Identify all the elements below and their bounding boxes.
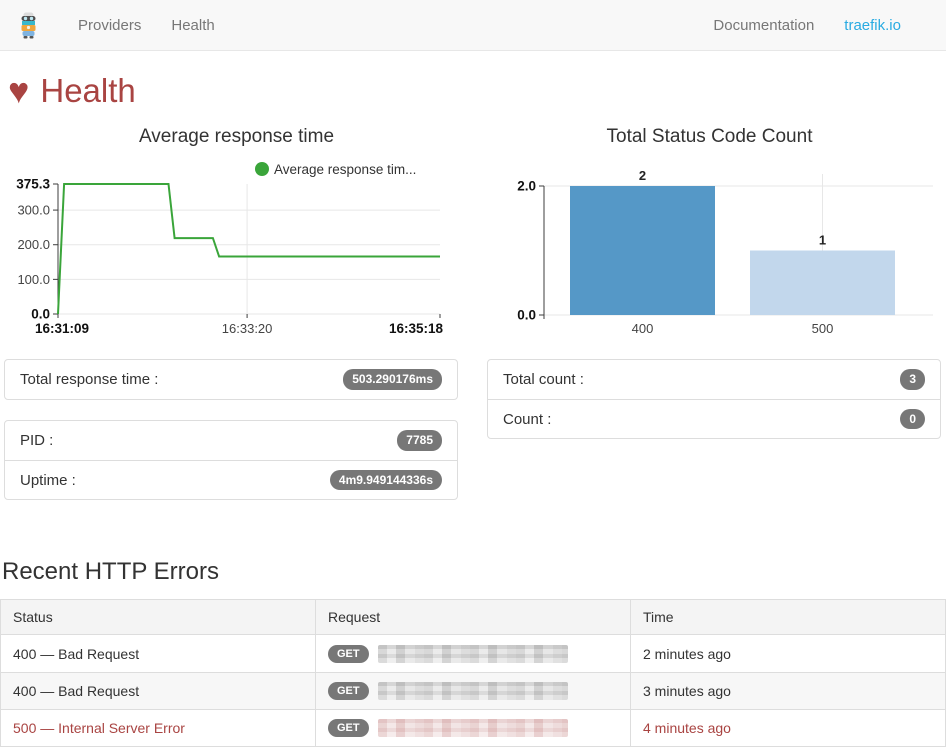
request-cell: GET — [315, 671, 631, 710]
column-header-time: Time — [630, 599, 946, 636]
status-code-chart-panel: Total Status Code Count 2.0 0.0 2 400 1 500 — [473, 116, 946, 348]
total-response-time-row: Total response time : 503.290176ms — [5, 360, 457, 399]
legend-dot-icon — [255, 162, 269, 176]
svg-text:300.0: 300.0 — [17, 203, 50, 218]
status-code-chart: 2.0 0.0 2 400 1 500 — [517, 168, 933, 336]
nav-item-health[interactable]: Health — [171, 16, 215, 34]
svg-text:16:31:09: 16:31:09 — [35, 321, 89, 336]
status-cell: 400 — Bad Request — [0, 671, 316, 710]
request-cell: GET — [315, 708, 631, 747]
nav-item-providers[interactable]: Providers — [78, 16, 142, 34]
nav-item-documentation[interactable]: Documentation — [713, 16, 815, 34]
request-url-redacted — [377, 719, 568, 738]
pid-label: PID : — [20, 432, 54, 449]
count-row: Count : 0 — [488, 399, 940, 438]
counts-panel: Total count : 3 Count : 0 — [487, 359, 941, 440]
page-title-text: Health — [40, 72, 136, 109]
total-count-label: Total count : — [503, 371, 584, 388]
status-cell: 500 — Internal Server Error — [0, 708, 316, 747]
total-count-row: Total count : 3 — [488, 360, 940, 399]
uptime-label: Uptime : — [20, 471, 76, 489]
http-method-badge: GET — [328, 681, 369, 700]
table-row: 500 — Internal Server Error GET 4 minute… — [0, 708, 946, 747]
svg-text:2.0: 2.0 — [517, 179, 536, 194]
uptime-badge: 4m9.949144336s — [329, 470, 442, 491]
process-info-panel: PID : 7785 Uptime : 4m9.949144336s — [4, 420, 458, 501]
uptime-row: Uptime : 4m9.949144336s — [5, 460, 457, 499]
total-response-time-label: Total response time : — [20, 371, 159, 388]
column-header-request: Request — [315, 599, 631, 636]
svg-text:16:35:18: 16:35:18 — [389, 321, 444, 336]
svg-text:16:33:20: 16:33:20 — [222, 321, 273, 336]
legend-label: Average response tim... — [274, 162, 416, 177]
request-url-redacted — [377, 681, 568, 700]
errors-table: Status Request Time 400 — Bad Request GE… — [0, 599, 946, 747]
response-time-chart-panel: Average response time 375.3 300.0 200.0 100… — [0, 116, 473, 348]
time-cell: 3 minutes ago — [630, 671, 946, 710]
table-row: 400 — Bad Request GET 3 minutes ago — [0, 671, 946, 710]
table-row: 400 — Bad Request GET 2 minutes ago — [0, 634, 946, 673]
status-code-chart-title: Total Status Code Count — [606, 126, 813, 147]
svg-text:200.0: 200.0 — [17, 237, 50, 252]
svg-text:400: 400 — [632, 321, 654, 336]
request-url-redacted — [377, 644, 568, 663]
total-count-badge: 3 — [900, 369, 925, 390]
stats-row: Total response time : 503.290176ms PID :… — [0, 359, 946, 520]
errors-header-row: Status Request Time — [0, 599, 946, 636]
time-cell: 4 minutes ago — [630, 708, 946, 747]
response-time-chart: 375.3 300.0 200.0 100.0 0.016:31:09 16:33:20 1… — [16, 162, 444, 336]
bar-500 — [750, 250, 895, 315]
svg-text:500: 500 — [812, 321, 834, 336]
nav-item-traefik-io[interactable]: traefik.io — [844, 16, 901, 34]
errors-heading: Recent HTTP Errors — [2, 558, 219, 586]
navbar: Providers Health Documentation traefik.i… — [0, 0, 946, 51]
status-cell: 400 — Bad Request — [0, 634, 316, 673]
svg-text:100.0: 100.0 — [17, 272, 50, 287]
response-time-chart-title: Average response time — [138, 126, 335, 147]
http-method-badge: GET — [328, 644, 369, 663]
bar-400 — [570, 186, 715, 315]
count-badge: 0 — [900, 409, 925, 430]
traefik-logo-icon[interactable] — [18, 12, 39, 39]
time-cell: 2 minutes ago — [630, 634, 946, 673]
http-method-badge: GET — [328, 719, 369, 738]
pid-row: PID : 7785 — [5, 421, 457, 460]
svg-text:0.0: 0.0 — [517, 308, 536, 323]
heart-icon: ♥ — [8, 70, 30, 111]
stats-col-left: Total response time : 503.290176ms PID :… — [0, 359, 473, 520]
svg-text:1: 1 — [819, 233, 826, 248]
svg-text:0.0: 0.0 — [31, 307, 50, 322]
stats-col-right: Total count : 3 Count : 0 — [473, 359, 946, 520]
pid-badge: 7785 — [397, 430, 442, 451]
charts-row: Average response time 375.3 300.0 200.0 100… — [0, 116, 946, 348]
total-response-time-badge: 503.290176ms — [343, 369, 442, 390]
svg-text:2: 2 — [639, 168, 646, 183]
page-title: ♥ Health — [8, 72, 946, 110]
request-cell: GET — [315, 634, 631, 673]
column-header-status: Status — [0, 599, 316, 636]
total-response-time-panel: Total response time : 503.290176ms — [4, 359, 458, 400]
svg-text:375.3: 375.3 — [16, 177, 50, 192]
count-label: Count : — [503, 410, 552, 428]
